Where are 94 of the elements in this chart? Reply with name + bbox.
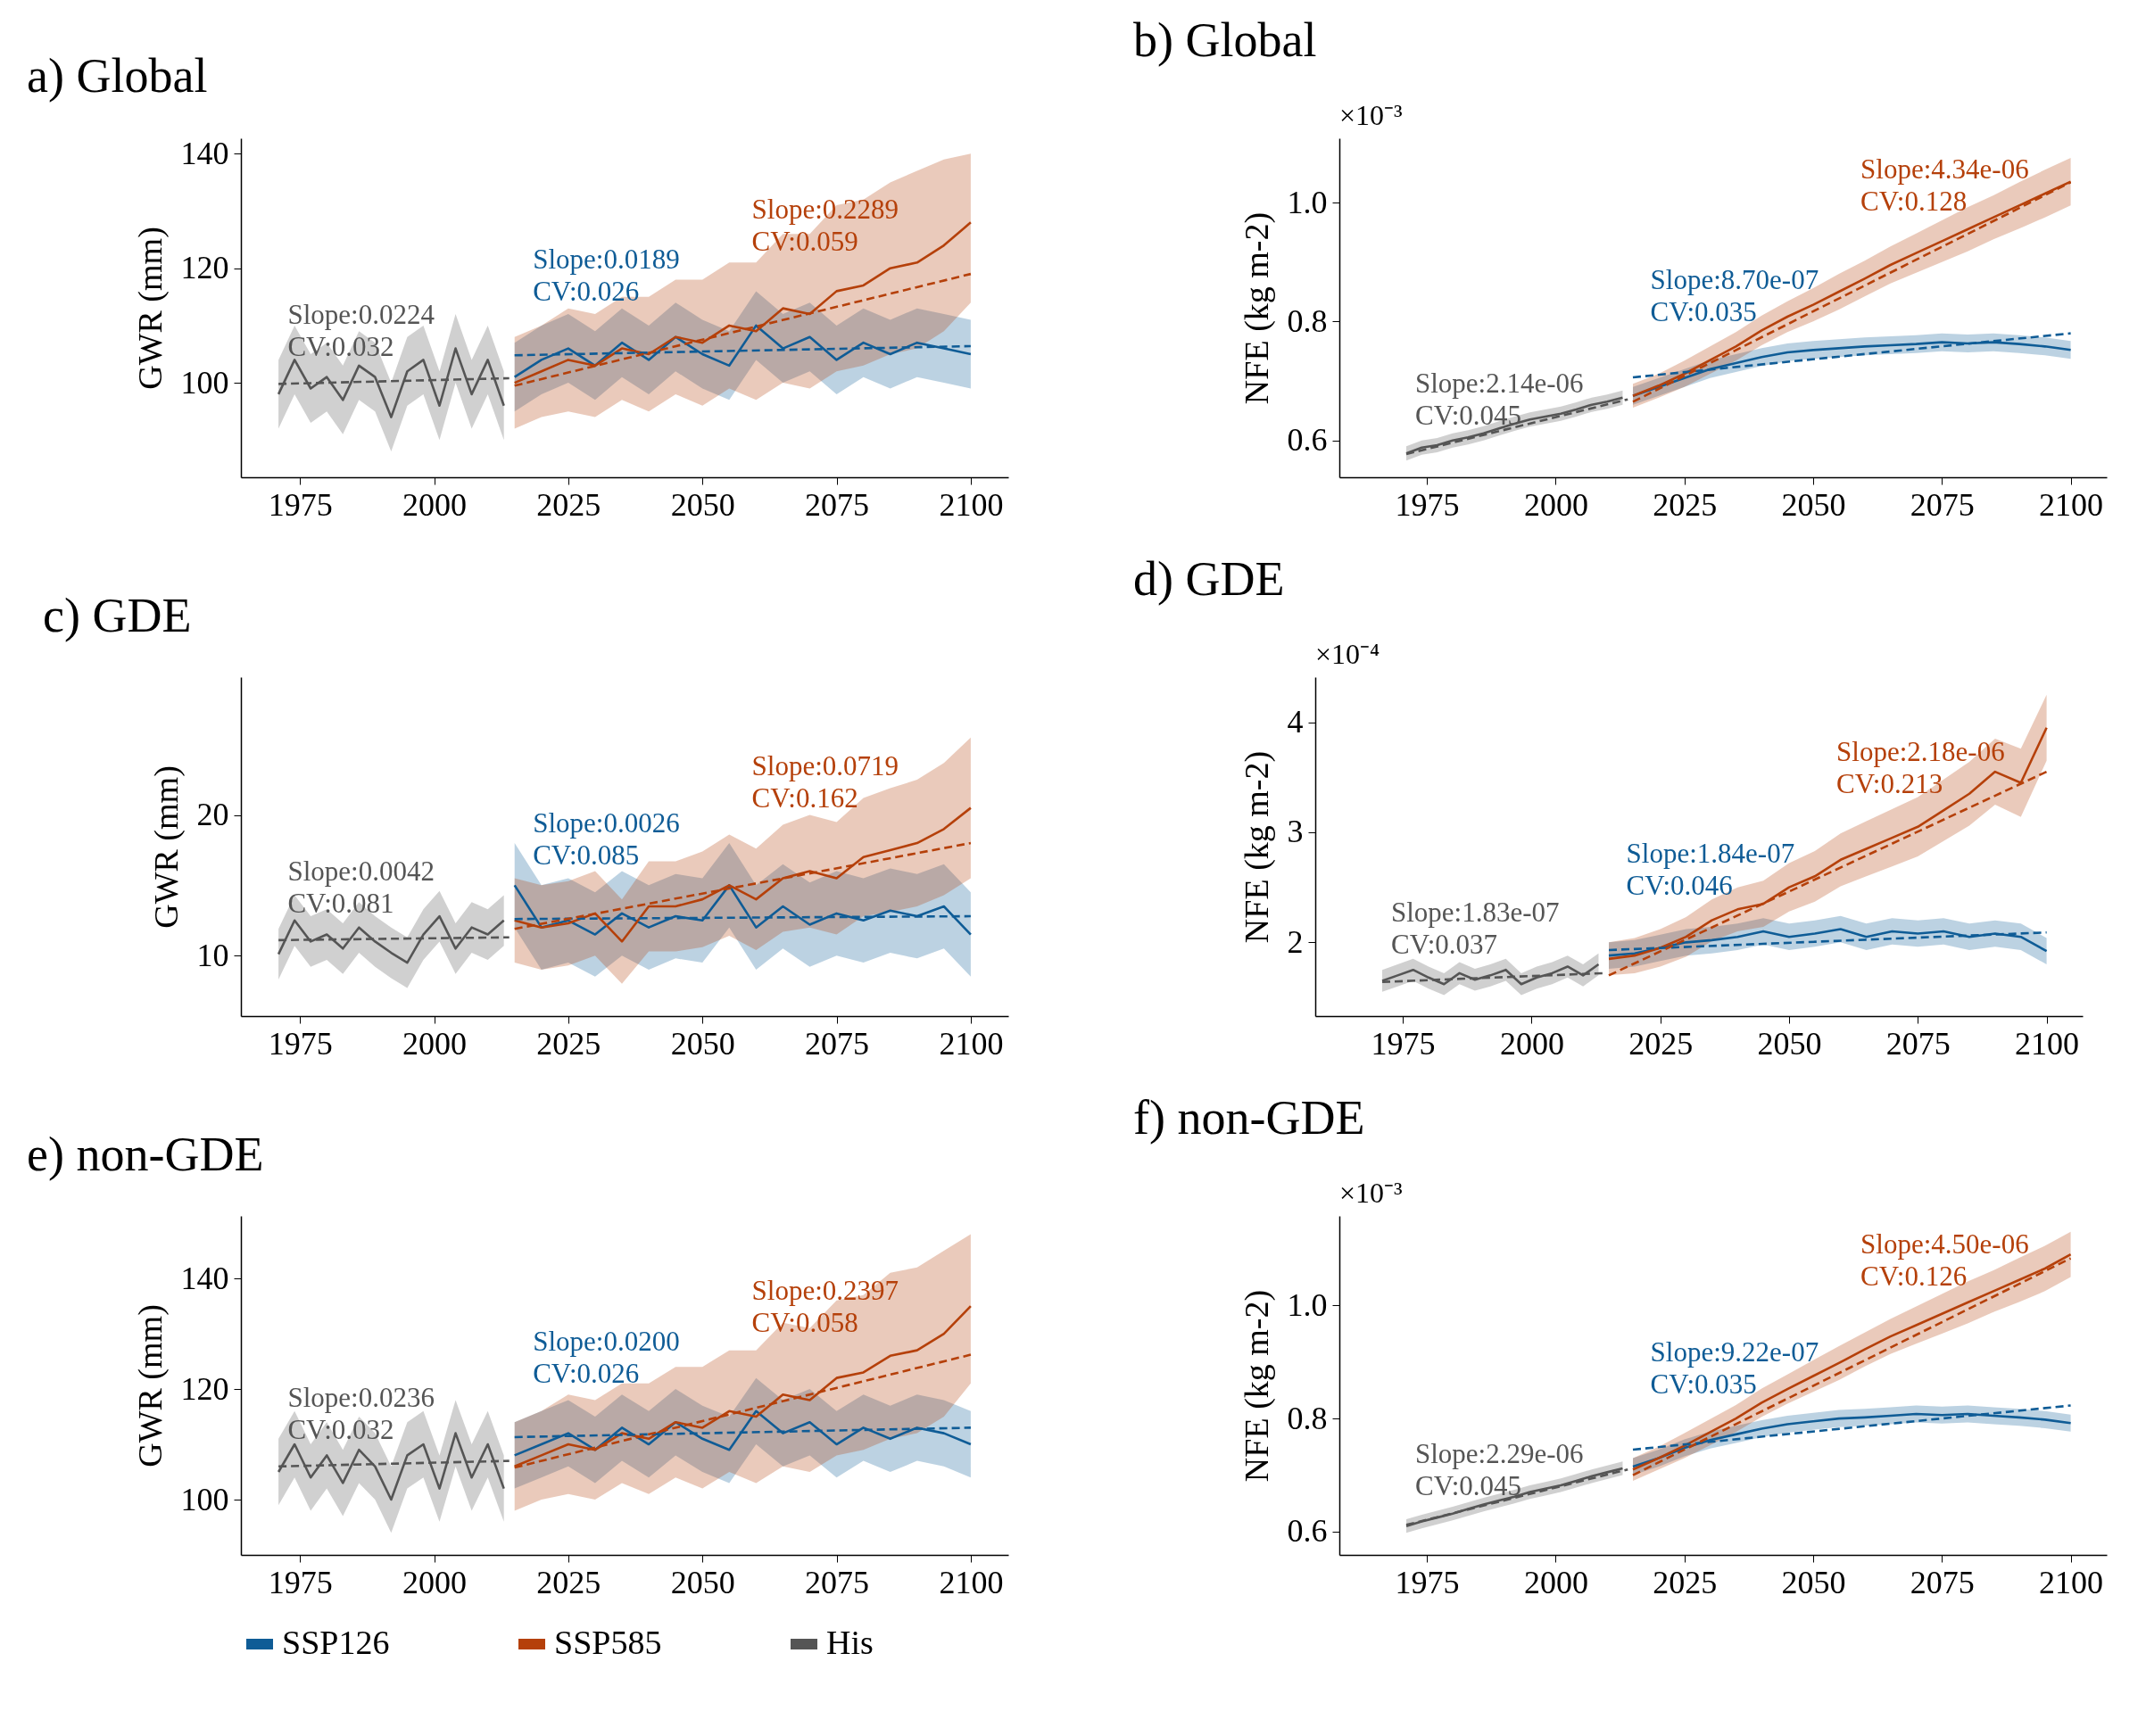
y-tick-label: 4 (1287, 704, 1304, 740)
annotation: Slope:2.14e-06 CV:0.045 (1414, 367, 1584, 431)
x-tick-label: 1975 (268, 486, 333, 523)
annotation: Slope:0.0236 CV:0.032 (287, 1381, 435, 1445)
annotation: Slope:4.34e-06 CV:0.128 (1860, 153, 2029, 218)
y-tick-label: 140 (180, 135, 229, 171)
x-tick-label: 2050 (670, 1025, 735, 1062)
text: ×10⁻³ (1339, 99, 1403, 131)
y-tick-label: 3 (1287, 814, 1304, 850)
x-tick-label: 2100 (939, 1564, 1004, 1600)
line-series (513, 884, 973, 936)
annotation: Slope:0.2397 CV:0.058 (751, 1275, 899, 1339)
chart-title: f) non-GDE (1133, 1091, 1365, 1145)
y-tick-label: 120 (180, 1370, 229, 1407)
text: ×10⁻³ (1339, 1177, 1403, 1209)
annotation: Slope:0.0200 CV:0.026 (533, 1325, 680, 1389)
x-tick-label: 2100 (2039, 486, 2104, 523)
x-tick-label: 2000 (402, 1564, 467, 1600)
y-tick-label: 1.0 (1287, 184, 1328, 220)
annotation: Slope:0.0224 CV:0.032 (287, 299, 435, 363)
y-axis-title: NFE (kg m-2) (1237, 1289, 1276, 1483)
annotation: Slope:2.29e-06 CV:0.045 (1414, 1437, 1584, 1501)
x-tick-label: 2050 (1781, 486, 1846, 523)
y-tick-label: 100 (180, 364, 229, 401)
y-tick-label: 10 (196, 937, 229, 973)
x-tick-label: 2100 (939, 486, 1004, 523)
x-tick-label: 2000 (402, 1025, 467, 1062)
x-tick-label: 2025 (1653, 1564, 1718, 1600)
line-series (513, 806, 973, 943)
x-tick-label: 2025 (536, 486, 601, 523)
chart-title: c) GDE (43, 589, 192, 642)
line-series (1607, 928, 2048, 957)
y-tick-label: 0.6 (1287, 422, 1328, 459)
x-tick-label: 2025 (1653, 486, 1718, 523)
x-tick-label: 2075 (805, 486, 870, 523)
annotation: Slope:0.2289 CV:0.059 (751, 194, 899, 258)
y-tick-label: 0.8 (1287, 1400, 1328, 1436)
x-tick-label: 1975 (1395, 1564, 1460, 1600)
x-tick-label: 2075 (805, 1564, 870, 1600)
x-tick-label: 1975 (268, 1025, 333, 1062)
y-axis-title: NFE (kg m-2) (1237, 211, 1276, 405)
chart-title: d) GDE (1133, 552, 1285, 606)
x-tick-label: 2000 (1523, 486, 1588, 523)
x-tick-label: 2100 (2039, 1564, 2104, 1600)
x-tick-label: 2050 (670, 486, 735, 523)
y-tick-label: 0.6 (1287, 1513, 1328, 1550)
text: ×10⁻⁴ (1315, 638, 1380, 670)
x-tick-label: 1975 (268, 1564, 333, 1600)
annotation: Slope:0.0719 CV:0.162 (751, 750, 899, 814)
y-tick-label: 0.8 (1287, 302, 1328, 339)
annotation: Slope:0.0026 CV:0.085 (533, 807, 680, 872)
annotation: Slope:1.84e-07 CV:0.046 (1626, 838, 1795, 902)
annotation: Slope:8.70e-07 CV:0.035 (1650, 264, 1819, 328)
y-axis-title: GWR (mm) (130, 1304, 170, 1467)
x-tick-label: 2100 (939, 1025, 1004, 1062)
x-tick-label: 2100 (2015, 1025, 2080, 1062)
annotation: Slope:0.0042 CV:0.081 (287, 855, 435, 919)
chart-title: e) non-GDE (27, 1128, 264, 1181)
annotation: Slope:0.0189 CV:0.026 (533, 243, 680, 307)
y-tick-label: 140 (180, 1260, 229, 1296)
chart-title: a) Global (27, 49, 208, 103)
annotation: Slope:4.50e-06 CV:0.126 (1860, 1228, 2029, 1293)
annotation: Slope:2.18e-06 CV:0.213 (1836, 735, 2005, 799)
y-tick-label: 2 (1287, 923, 1304, 960)
annotation: Slope:9.22e-07 CV:0.035 (1650, 1336, 1819, 1401)
x-tick-label: 1975 (1395, 486, 1460, 523)
x-tick-label: 2075 (1910, 1564, 1975, 1600)
annotation: Slope:1.83e-07 CV:0.037 (1390, 897, 1560, 961)
y-tick-label: 20 (196, 797, 229, 833)
legend-label: SSP585 (554, 1624, 662, 1661)
legend-label: SSP126 (282, 1624, 390, 1661)
x-tick-label: 2025 (536, 1564, 601, 1600)
y-tick-label: 120 (180, 250, 229, 286)
x-tick-label: 2000 (1499, 1025, 1564, 1062)
x-tick-label: 2075 (1910, 486, 1975, 523)
x-tick-label: 2025 (536, 1025, 601, 1062)
x-tick-label: 2050 (1781, 1564, 1846, 1600)
y-axis-title: GWR (mm) (130, 227, 170, 390)
line-series (513, 1409, 973, 1457)
y-tick-label: 100 (180, 1481, 229, 1517)
x-tick-label: 2025 (1628, 1025, 1694, 1062)
x-tick-label: 2075 (805, 1025, 870, 1062)
x-tick-label: 2050 (1757, 1025, 1822, 1062)
y-axis-title: GWR (mm) (146, 765, 186, 929)
x-tick-label: 2000 (402, 486, 467, 523)
legend-label: His (826, 1624, 874, 1661)
y-tick-label: 1.0 (1287, 1286, 1328, 1323)
y-axis-title: NFE (kg m-2) (1237, 750, 1276, 944)
line-series (513, 324, 973, 378)
x-tick-label: 2050 (670, 1564, 735, 1600)
x-tick-label: 2075 (1885, 1025, 1951, 1062)
x-tick-label: 2000 (1523, 1564, 1588, 1600)
chart-title: b) Global (1133, 13, 1317, 67)
x-tick-label: 1975 (1371, 1025, 1436, 1062)
